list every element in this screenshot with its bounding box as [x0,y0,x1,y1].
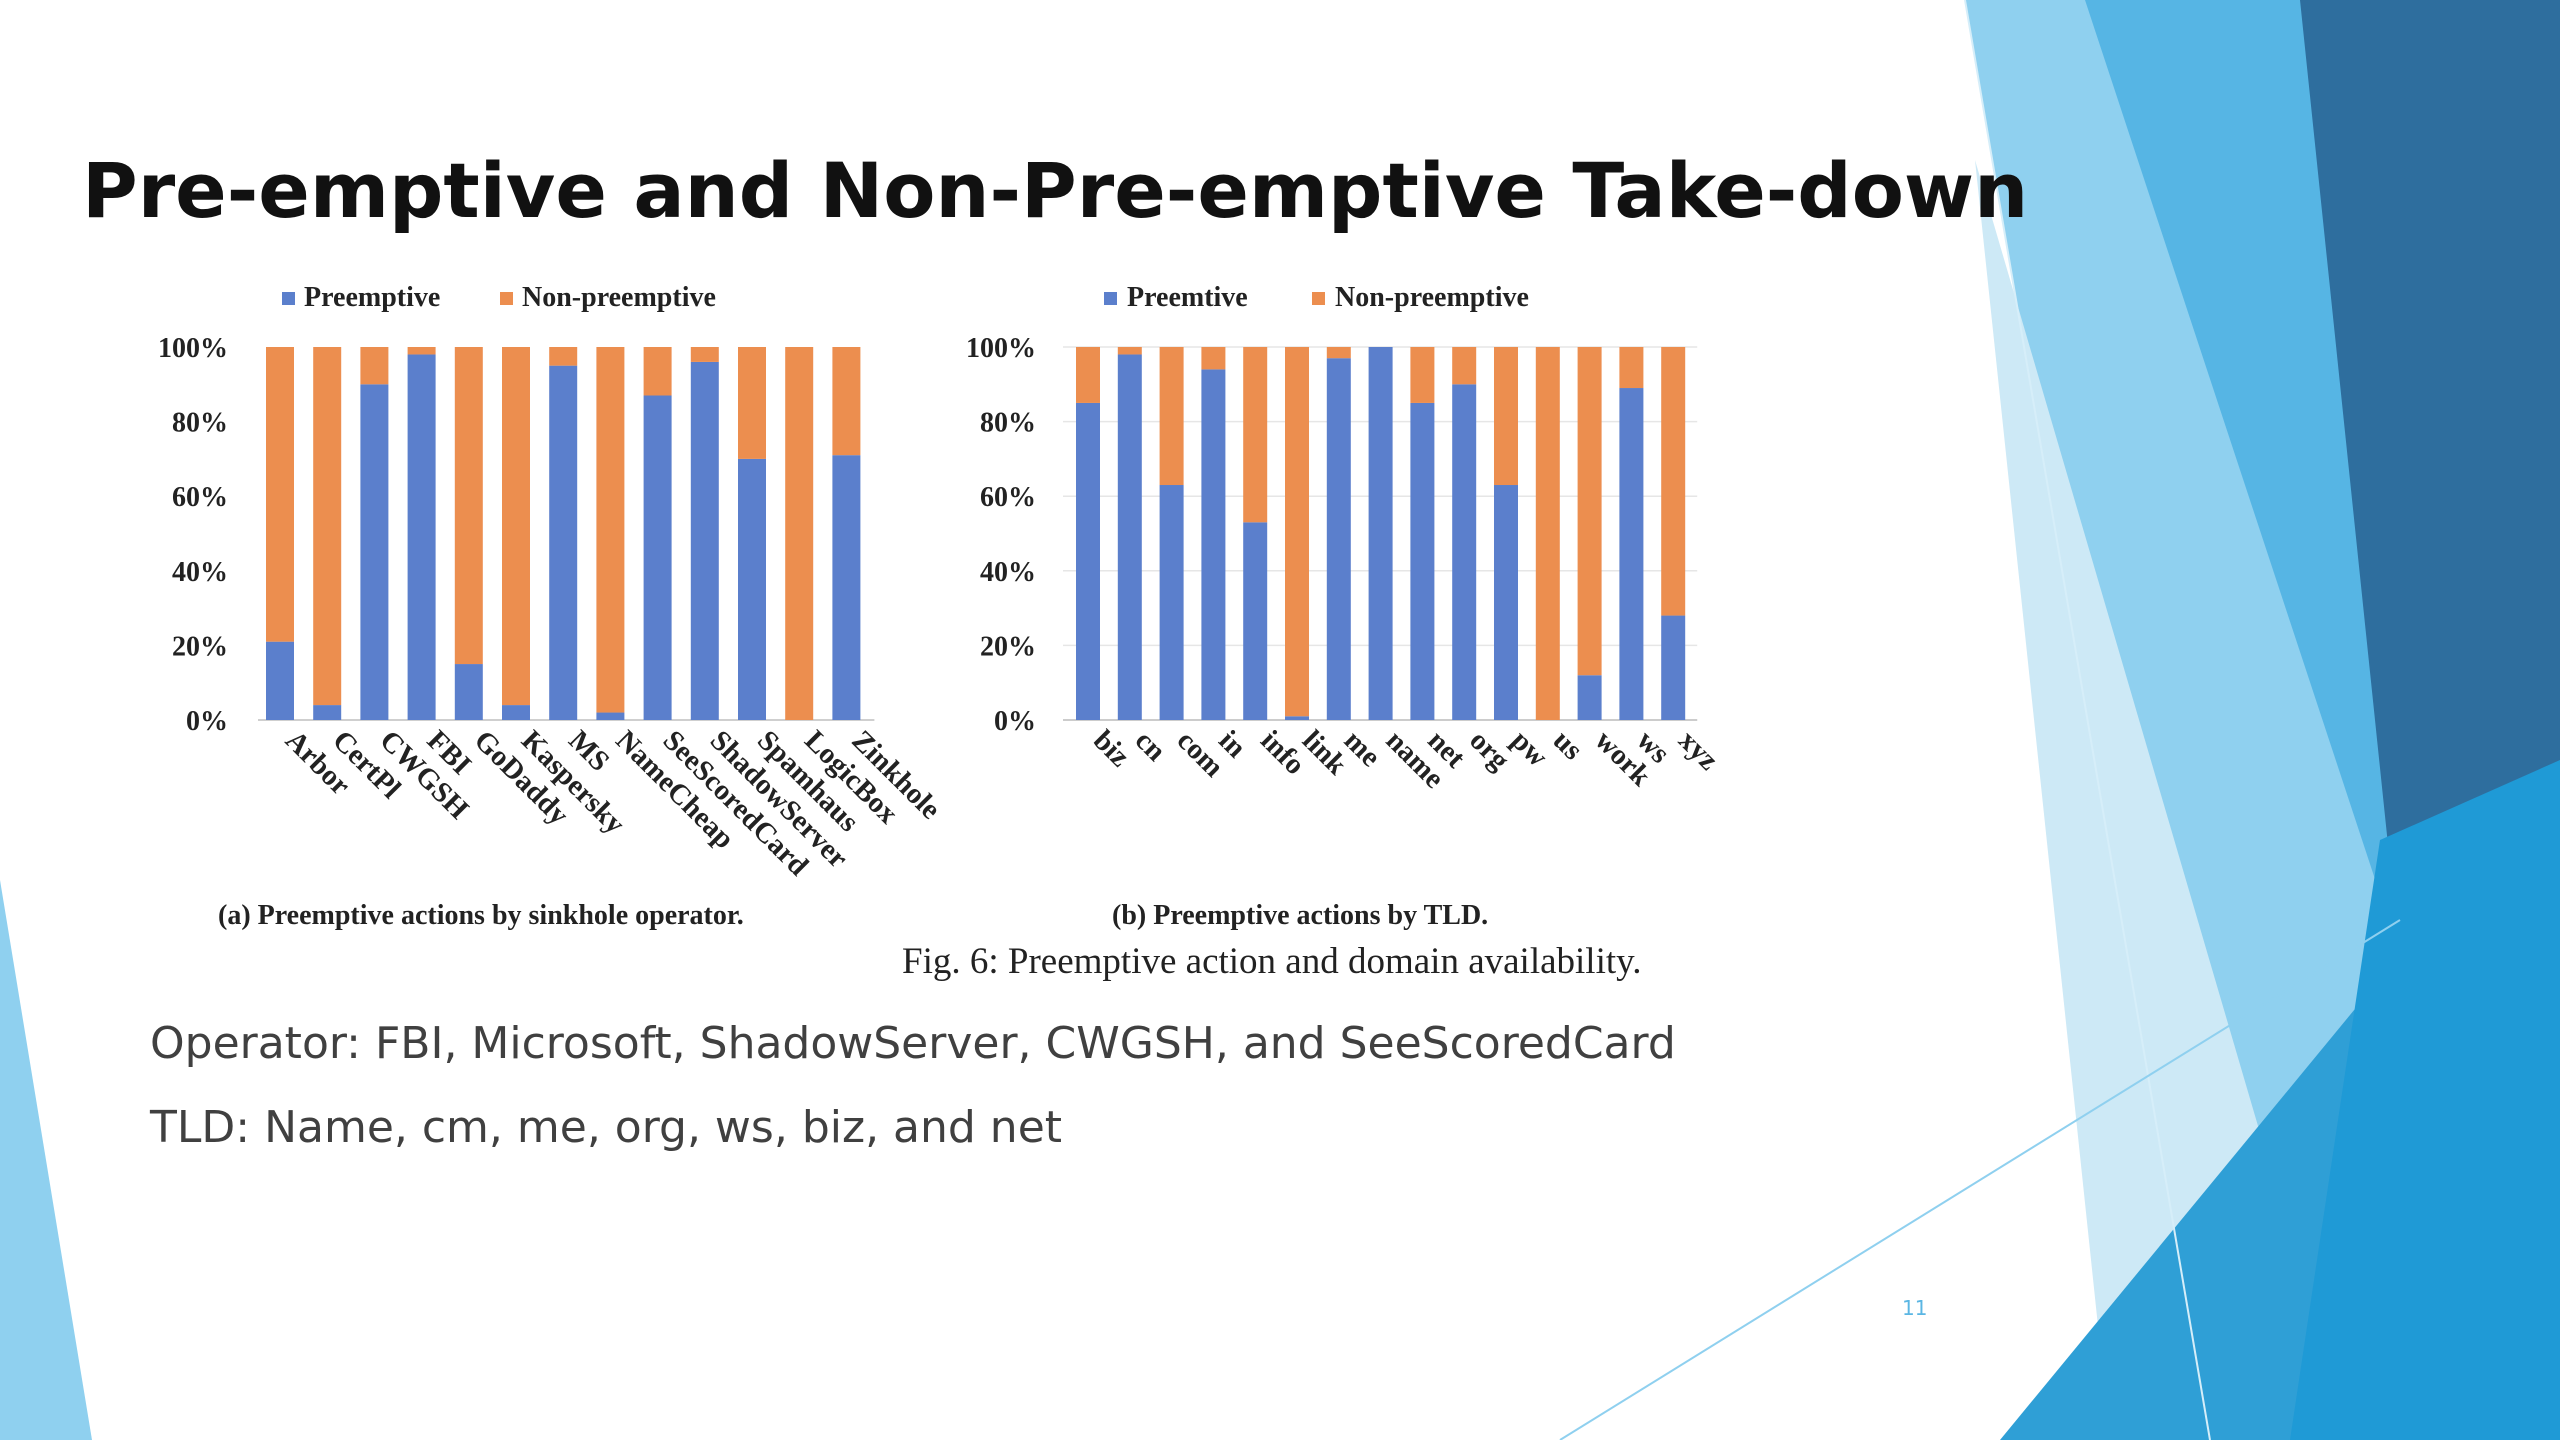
x-tick-label: org [1463,724,1516,777]
bar-non-preemptive-arbor [266,347,294,642]
y-tick-label: 60% [172,482,228,513]
x-tick-label: cn [1129,724,1172,767]
decor-thin-line-1 [1964,0,2211,1440]
bar-preemptive-shadowserver [690,361,719,720]
bar-preemptive-info [1243,522,1268,720]
bar-non-preemptive-me [1326,347,1351,359]
x-tick-label: xyz [1672,724,1724,776]
decor-right-pale-panel [1975,160,2350,1440]
bar-preemptive-cwgsh [360,384,389,720]
bar-non-preemptive-org [1452,347,1477,385]
bar-non-preemptive-spamhaus [738,347,766,459]
bar-non-preemptive-logicbox [785,347,814,720]
bar-preemptive-me [1326,358,1351,720]
bar-preemptive-namecheap [596,712,625,720]
legend-label: Preemtive [1127,282,1248,313]
bar-non-preemptive-certpl [313,347,342,706]
y-tick-label: 100% [158,333,228,364]
chart-b-caption: (b) Preemptive actions by TLD. [1112,900,1489,931]
y-tick-label: 0% [186,706,228,737]
bar-preemptive-spamhaus [738,458,766,720]
bar-preemptive-kaspersky [502,705,530,720]
figure-caption: Fig. 6: Preemptive action and domain ava… [902,941,1642,982]
y-tick-label: 60% [980,482,1036,513]
bar-non-preemptive-ms [549,347,578,366]
bar-non-preemptive-net [1410,347,1435,403]
bar-non-preemptive-info [1243,347,1268,523]
bar-non-preemptive-pw [1494,347,1518,486]
chart-a-caption: (a) Preemptive actions by sinkhole opera… [218,900,744,931]
bar-preemptive-godaddy [454,664,483,720]
legend-swatch-non-preemptive [500,292,513,305]
bar-preemptive-seescoredcard [643,395,672,720]
bar-non-preemptive-link [1285,347,1309,717]
x-tick-label: biz [1087,724,1136,773]
bar-preemptive-link [1285,716,1309,720]
y-tick-label: 80% [980,408,1036,439]
bar-non-preemptive-com [1159,347,1184,486]
decor-thin-line-2 [1559,919,2401,1440]
bar-preemptive-org [1452,384,1477,720]
y-tick-label: 0% [994,706,1036,737]
legend-label: Non-preemptive [522,282,716,313]
y-tick-label: 40% [980,557,1036,588]
legend-label: Preemptive [304,282,440,313]
bar-preemptive-certpl [313,705,342,720]
y-tick-label: 40% [172,557,228,588]
decor-bottom-bright-panel [2290,760,2560,1440]
bar-non-preemptive-cn [1117,347,1142,355]
legend-swatch-preemptive [282,292,295,305]
bar-non-preemptive-in [1201,347,1226,370]
bar-non-preemptive-godaddy [454,347,483,665]
bar-non-preemptive-namecheap [596,347,625,713]
bar-non-preemptive-fbi [407,347,436,355]
bar-preemptive-zinkhole [832,455,861,720]
slide-number: 11 [1902,1296,1928,1320]
bar-preemptive-ms [549,365,578,720]
y-tick-label: 20% [172,631,228,662]
bar-preemptive-ws [1619,388,1644,720]
bar-preemptive-net [1410,402,1435,720]
bar-preemptive-in [1201,369,1226,720]
bar-preemptive-fbi [407,354,436,720]
bullet-tlds: TLD: Name, cm, me, org, ws, biz, and net [150,1102,1063,1153]
bar-non-preemptive-ws [1619,347,1644,389]
legend-label: Non-preemptive [1335,282,1529,313]
bar-preemptive-biz [1076,402,1100,720]
x-tick-label: us [1547,724,1589,766]
slide-title: Pre-emptive and Non-Pre-emptive Take-dow… [82,146,2029,235]
bar-non-preemptive-us [1535,347,1560,720]
chart-a: 0%20%40%60%80%100%ArborCertPlCWGSHFBIGoD… [158,282,947,882]
bar-non-preemptive-work [1577,347,1602,676]
bar-non-preemptive-xyz [1661,347,1686,616]
bar-preemptive-name [1368,347,1393,720]
bar-preemptive-xyz [1661,615,1686,720]
bar-non-preemptive-cwgsh [360,347,389,385]
bar-preemptive-work [1577,675,1602,720]
bar-preemptive-pw [1494,485,1518,720]
legend-swatch-preemptive [1104,292,1117,305]
bar-preemptive-com [1159,485,1184,720]
y-tick-label: 80% [172,408,228,439]
bar-non-preemptive-zinkhole [832,347,861,456]
y-tick-label: 100% [966,333,1036,364]
legend-swatch-non-preemptive [1312,292,1325,305]
bar-non-preemptive-biz [1076,347,1100,403]
x-tick-label: pw [1505,724,1554,773]
bar-preemptive-cn [1117,354,1142,720]
decor-left-triangle [0,880,92,1440]
bar-preemptive-arbor [266,641,294,720]
bar-non-preemptive-kaspersky [502,347,530,706]
y-tick-label: 20% [980,631,1036,662]
bar-non-preemptive-seescoredcard [643,347,672,396]
bullet-operators: Operator: FBI, Microsoft, ShadowServer, … [150,1018,1676,1069]
bar-non-preemptive-shadowserver [690,347,719,362]
